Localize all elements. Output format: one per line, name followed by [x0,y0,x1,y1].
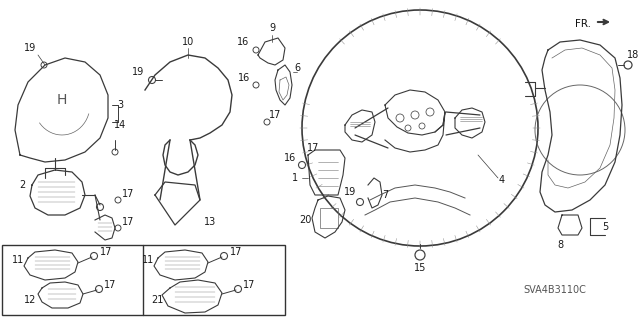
Text: 8: 8 [557,240,563,250]
Text: 1: 1 [292,173,298,183]
Text: 16: 16 [237,37,249,47]
Text: 9: 9 [269,23,275,33]
Text: 14: 14 [114,120,126,130]
Text: 19: 19 [344,187,356,197]
Text: 17: 17 [243,280,255,290]
Text: 11: 11 [142,255,154,265]
Text: 10: 10 [182,37,194,47]
Text: SVA4B3110C: SVA4B3110C [524,285,586,295]
Text: 12: 12 [24,295,36,305]
Text: 17: 17 [104,280,116,290]
Text: 16: 16 [238,73,250,83]
Text: 2: 2 [19,180,25,190]
Text: 16: 16 [284,153,296,163]
Text: 17: 17 [122,217,134,227]
Text: 13: 13 [204,217,216,227]
Text: 7: 7 [382,190,388,200]
Text: 5: 5 [602,222,608,232]
Text: 11: 11 [12,255,24,265]
Text: 6: 6 [294,63,300,73]
Text: 17: 17 [230,247,242,257]
Text: 15: 15 [414,263,426,273]
Text: 17: 17 [269,110,281,120]
Text: 4: 4 [499,175,505,185]
Bar [320,208,338,228]
Text: 17: 17 [100,247,112,257]
Text: 3: 3 [117,100,123,110]
Text: H: H [57,93,67,107]
Bar [2,245,285,315]
Text: 19: 19 [132,67,144,77]
Text: 19: 19 [24,43,36,53]
Text: 17: 17 [122,189,134,199]
Text: 18: 18 [627,50,639,60]
Text: FR.: FR. [575,19,591,29]
Text: 17: 17 [307,143,319,153]
Text: 21: 21 [151,295,163,305]
Text: 20: 20 [299,215,311,225]
